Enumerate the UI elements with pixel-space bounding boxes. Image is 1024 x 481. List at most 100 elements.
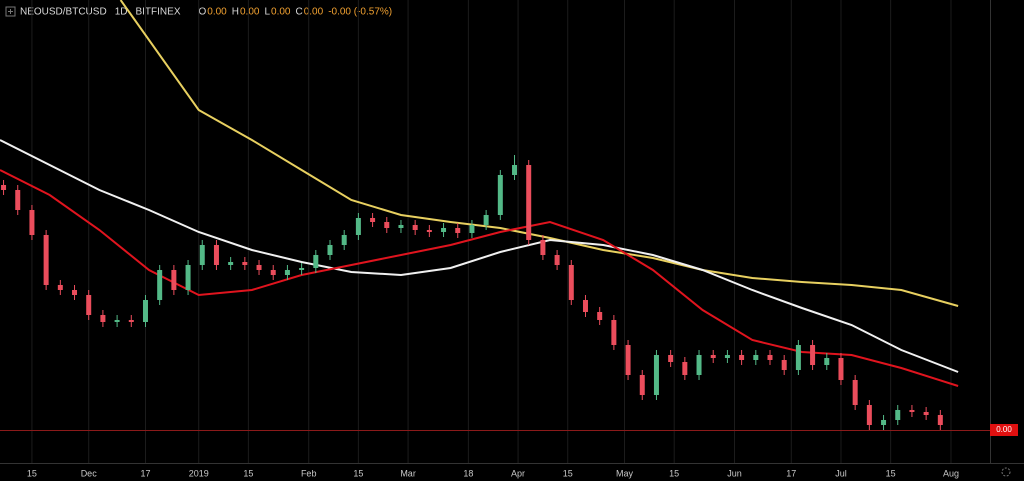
x-tick-label: 15 bbox=[563, 468, 573, 478]
candle-body bbox=[483, 215, 489, 225]
x-tick-label: May bbox=[616, 468, 634, 478]
x-tick-label: Mar bbox=[400, 468, 416, 478]
candle-body bbox=[114, 320, 120, 322]
candle-body bbox=[171, 270, 177, 290]
candle-body bbox=[554, 255, 560, 265]
candle-body bbox=[838, 358, 844, 380]
moving-average bbox=[0, 139, 959, 373]
x-tick-label: 15 bbox=[353, 468, 363, 478]
candle-body bbox=[526, 165, 532, 240]
ohlc-key: O bbox=[199, 7, 207, 18]
candle-body bbox=[370, 218, 376, 222]
legend: NEOUSD/BTCUSD 1D BITFINEX O 0.00 H 0.00 L 0.00 C 0… bbox=[20, 7, 392, 18]
last-price-box bbox=[990, 424, 1018, 436]
candle-body bbox=[270, 270, 276, 275]
candle-body bbox=[57, 285, 63, 290]
x-tick-label: Jul bbox=[835, 468, 847, 478]
candle-body bbox=[781, 360, 787, 370]
candle-body bbox=[625, 345, 631, 375]
candle-body bbox=[341, 235, 347, 245]
candle-body bbox=[866, 405, 872, 425]
candle-body bbox=[412, 225, 418, 230]
candle-body bbox=[795, 345, 801, 370]
exchange: BITFINEX bbox=[135, 7, 180, 18]
x-tick-label: Aug bbox=[943, 468, 959, 478]
candle-body bbox=[937, 415, 943, 425]
x-tick-label: Jun bbox=[727, 468, 742, 478]
candle-body bbox=[497, 175, 503, 215]
candle-body bbox=[313, 255, 319, 268]
candle-body bbox=[469, 225, 475, 233]
candle-body bbox=[86, 295, 92, 315]
change: -0.00 (-0.57%) bbox=[328, 7, 392, 18]
candle-body bbox=[597, 312, 603, 320]
candle-body bbox=[512, 165, 518, 175]
x-tick-label: 18 bbox=[463, 468, 473, 478]
x-tick-label: Feb bbox=[301, 468, 317, 478]
x-tick-label: Apr bbox=[511, 468, 525, 478]
candle-body bbox=[128, 320, 134, 322]
ohlc-key: C bbox=[295, 7, 302, 18]
candle-body bbox=[29, 210, 35, 235]
candle-body bbox=[767, 355, 773, 360]
ohlc-value: 0.00 bbox=[240, 7, 260, 18]
candle-body bbox=[582, 300, 588, 312]
candle-body bbox=[810, 345, 816, 365]
collapse-icon[interactable] bbox=[5, 6, 16, 17]
ohlc-value: 0.00 bbox=[271, 7, 291, 18]
candle-body bbox=[753, 355, 759, 360]
candle-body bbox=[185, 265, 191, 290]
candle-body bbox=[256, 265, 262, 270]
candle-body bbox=[228, 262, 234, 265]
candle-body bbox=[668, 355, 674, 362]
candle-body bbox=[355, 218, 361, 235]
candle-body bbox=[568, 265, 574, 300]
candle-body bbox=[398, 225, 404, 228]
candle-body bbox=[43, 235, 49, 285]
candle-body bbox=[909, 410, 915, 412]
candle-body bbox=[327, 245, 333, 255]
candle-body bbox=[455, 228, 461, 233]
x-tick-label: 17 bbox=[140, 468, 150, 478]
candle-body bbox=[242, 262, 248, 265]
candle-body bbox=[100, 315, 106, 322]
interval: 1D bbox=[115, 7, 128, 18]
candle-body bbox=[611, 320, 617, 345]
candle-body bbox=[653, 355, 659, 395]
candle-body bbox=[923, 412, 929, 415]
candle-body bbox=[284, 270, 290, 275]
last-price-label: 0.00 bbox=[996, 425, 1012, 434]
candle-body bbox=[157, 270, 163, 300]
candle-body bbox=[299, 268, 305, 270]
ohlc-key: L bbox=[264, 7, 270, 18]
symbol: NEOUSD/BTCUSD bbox=[20, 7, 107, 18]
candle-body bbox=[682, 362, 688, 375]
ohlc-value: 0.00 bbox=[304, 7, 324, 18]
x-tick-label: 15 bbox=[27, 468, 37, 478]
candle-body bbox=[199, 245, 205, 265]
x-tick-label: Dec bbox=[81, 468, 98, 478]
ohlc-value: 0.00 bbox=[207, 7, 227, 18]
candle-body bbox=[739, 355, 745, 360]
x-tick-label: 15 bbox=[669, 468, 679, 478]
candle-body bbox=[824, 358, 830, 365]
candle-body bbox=[710, 355, 716, 358]
x-tick-label: 2019 bbox=[189, 468, 209, 478]
moving-average bbox=[119, 0, 959, 307]
candle-body bbox=[724, 355, 730, 358]
candle-body bbox=[852, 380, 858, 405]
candle-body bbox=[696, 355, 702, 375]
candle-body bbox=[142, 300, 148, 322]
candle-body bbox=[72, 290, 78, 295]
candle-body bbox=[384, 222, 390, 228]
candle-body bbox=[881, 420, 887, 425]
ohlc-key: H bbox=[232, 7, 239, 18]
x-tick-label: 15 bbox=[886, 468, 896, 478]
candle-body bbox=[15, 190, 21, 210]
candle-body bbox=[1, 185, 7, 190]
settings-icon[interactable] bbox=[1001, 467, 1011, 477]
candle-body bbox=[426, 230, 432, 232]
x-tick-label: 17 bbox=[786, 468, 796, 478]
